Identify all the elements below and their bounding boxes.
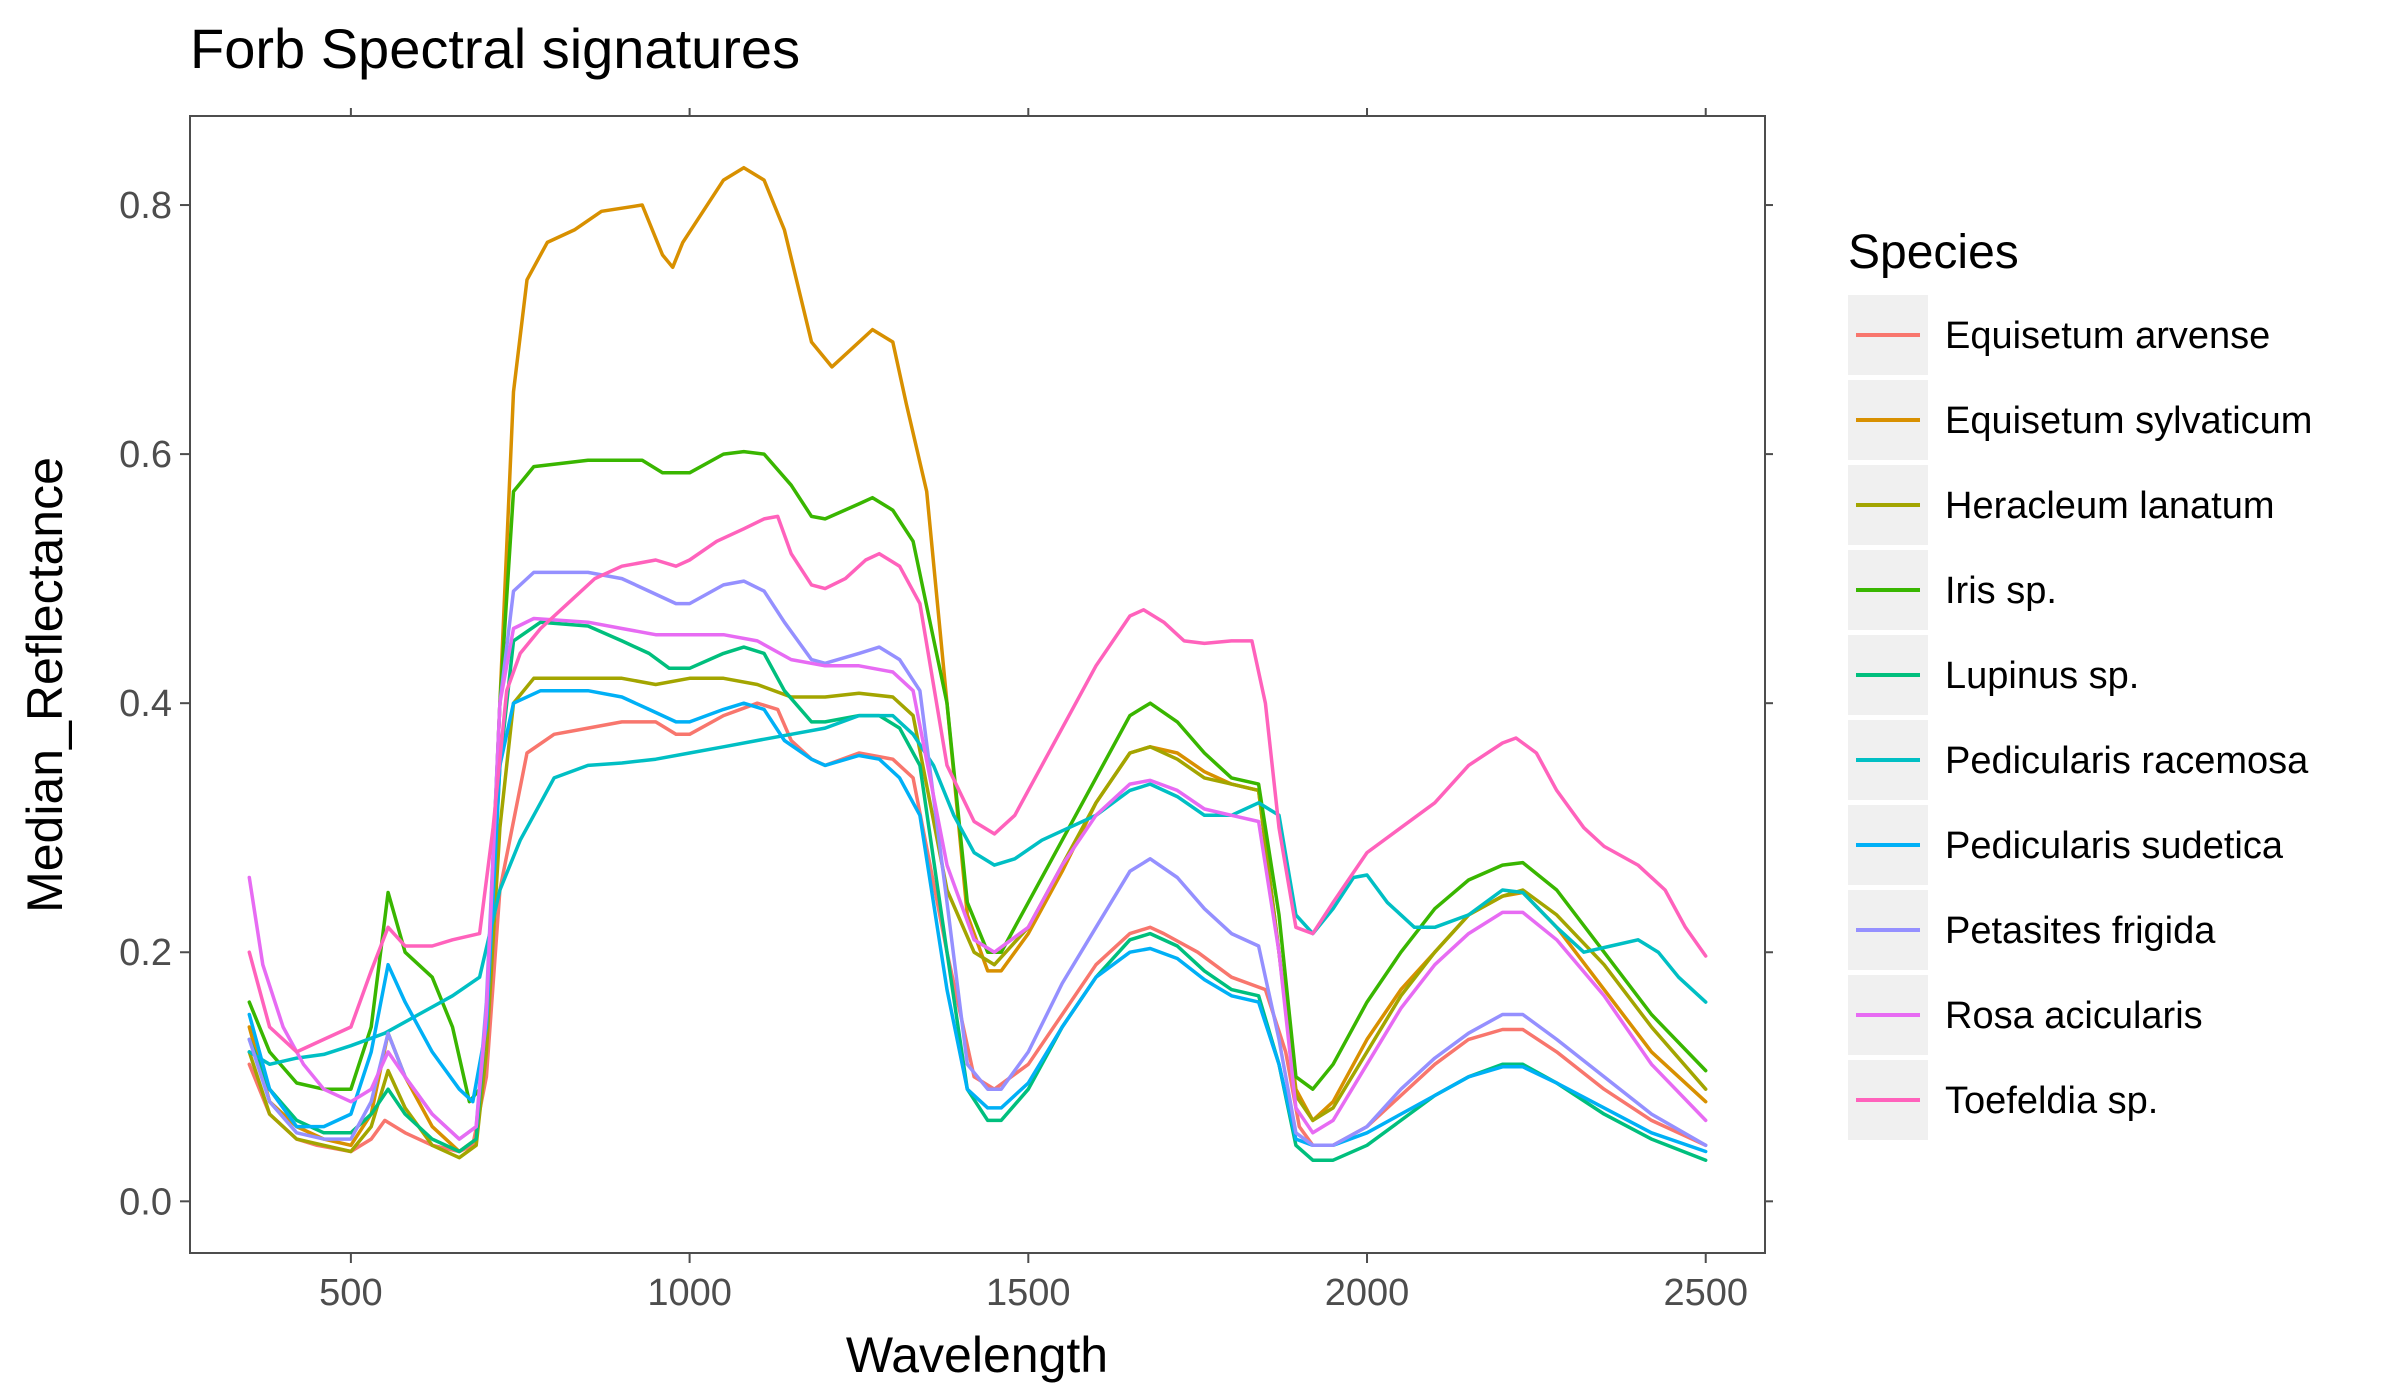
y-tick-label: 0.4 <box>119 683 172 725</box>
series-line-5 <box>247 620 1708 1162</box>
legend-items: Equisetum arvense Equisetum sylvaticum Her… <box>1848 295 2312 1140</box>
plot-panel <box>189 115 1766 1254</box>
y-tick-label: 0.8 <box>119 185 172 227</box>
y-tick-label: 0.2 <box>119 932 172 974</box>
x-axis: 500 1000 1500 2000 2500 <box>319 108 1748 1314</box>
series-line-6 <box>247 713 1708 1067</box>
chart-title: Forb Spectral signatures <box>190 17 800 80</box>
series-line-10 <box>247 514 1708 1054</box>
x-axis-title: Wavelength <box>846 1327 1108 1383</box>
legend-item-label: Heracleum lanatum <box>1945 485 2274 527</box>
x-tick-label: 500 <box>319 1272 382 1314</box>
legend-item-label: Equisetum arvense <box>1945 315 2270 357</box>
x-tick-label: 2500 <box>1663 1272 1748 1314</box>
x-tick-label: 1500 <box>986 1272 1071 1314</box>
legend: Species Equisetum arvense Equisetum sylva… <box>1848 226 2312 1140</box>
legend-item-label: Toefeldia sp. <box>1945 1080 2158 1122</box>
legend-item-label: Rosa acicularis <box>1945 995 2203 1037</box>
legend-title: Species <box>1848 226 2019 279</box>
y-axis: 0.0 0.2 0.4 0.6 0.8 <box>119 185 1773 1223</box>
series-line-3 <box>247 676 1708 1160</box>
series-layer <box>247 165 1708 1162</box>
series-line-7 <box>247 688 1708 1154</box>
legend-item-label: Pedicularis sudetica <box>1945 825 2284 867</box>
x-tick-label: 1000 <box>647 1272 732 1314</box>
legend-item-label: Equisetum sylvaticum <box>1945 400 2312 442</box>
legend-item-label: Pedicularis racemosa <box>1945 740 2309 782</box>
series-line-9 <box>247 616 1708 1141</box>
y-tick-label: 0.0 <box>119 1181 172 1223</box>
series-line-4 <box>247 449 1708 1104</box>
y-axis-title: Median_Reflectance <box>17 457 73 913</box>
legend-item-label: Iris sp. <box>1945 570 2057 612</box>
legend-item-label: Petasites frigida <box>1945 910 2216 952</box>
x-tick-label: 2000 <box>1325 1272 1410 1314</box>
legend-item-label: Lupinus sp. <box>1945 655 2139 697</box>
y-tick-label: 0.6 <box>119 434 172 476</box>
